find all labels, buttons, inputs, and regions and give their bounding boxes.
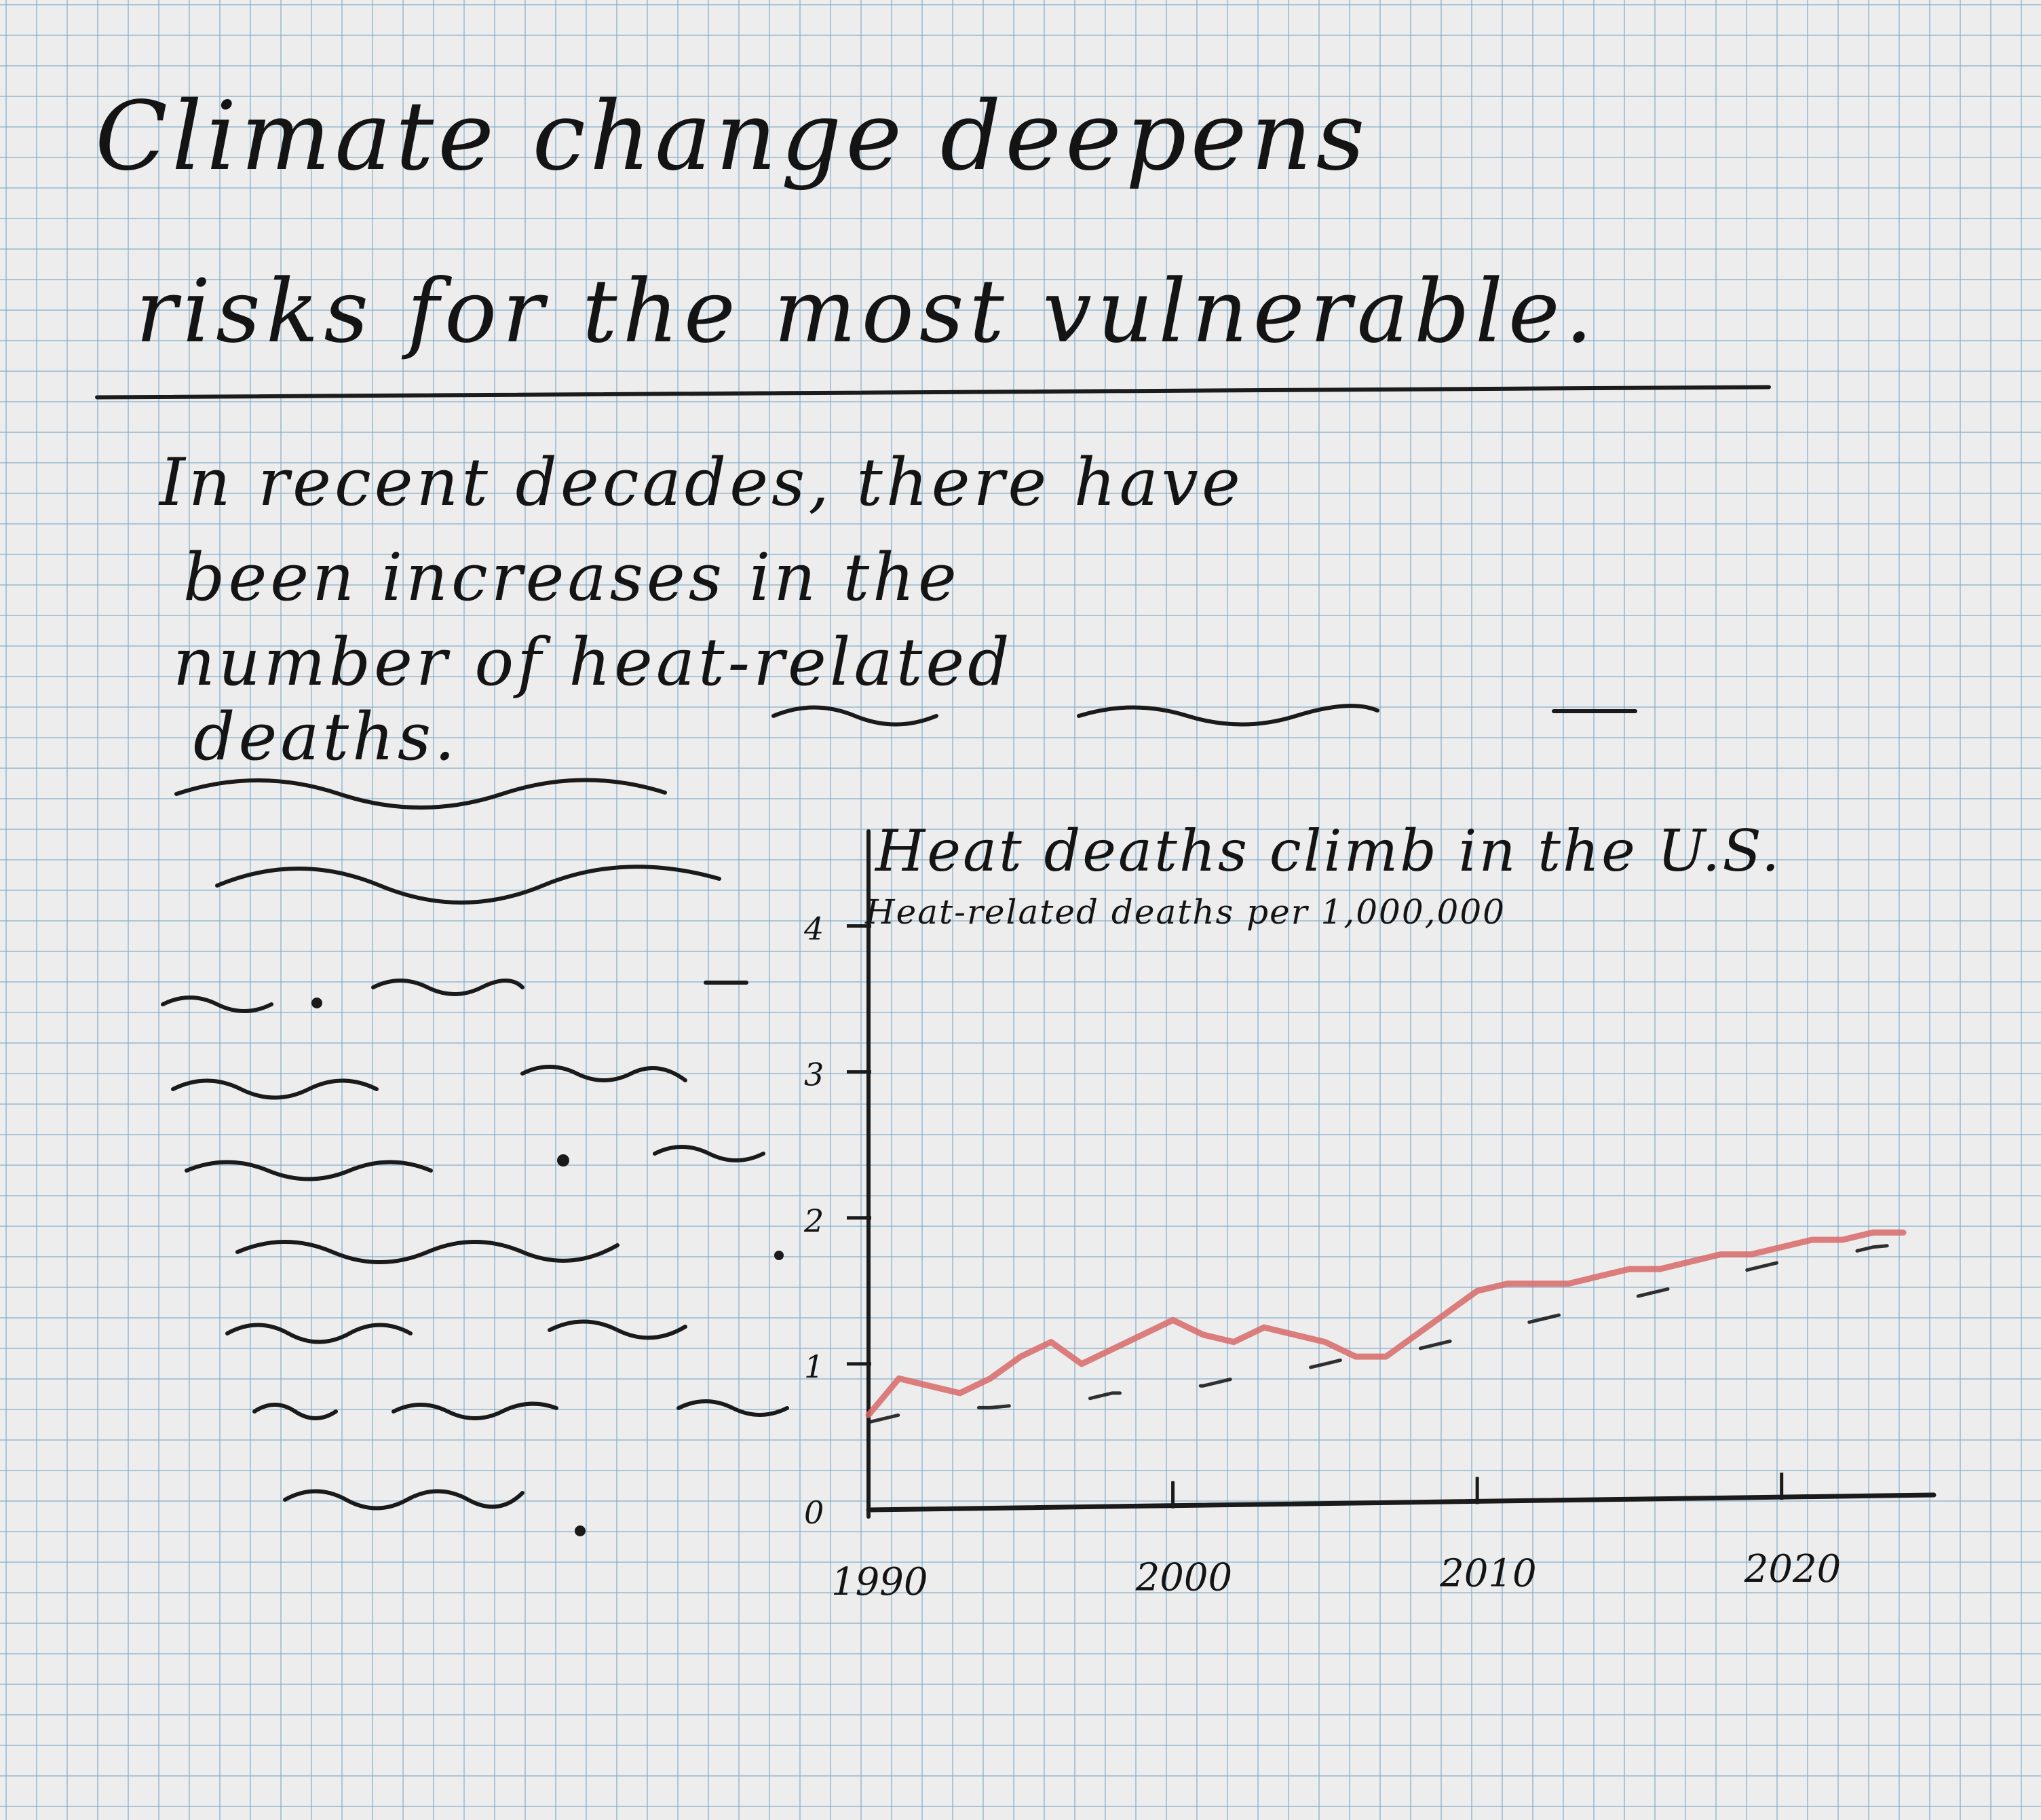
squiggle [161, 996, 273, 1013]
squiggle [676, 1399, 789, 1417]
intro-line-4: deaths. [193, 699, 459, 775]
series-line-dashed [866, 1243, 1905, 1424]
dot [774, 1251, 784, 1260]
chart-title: Heat deaths climb in the U.S. [875, 818, 1782, 884]
dot [575, 1525, 586, 1536]
intro-line-3: number of heat-related [173, 624, 1013, 700]
squiggle [520, 1065, 687, 1082]
y-tick-label: 4 [803, 911, 824, 947]
x-tick-label: 2010 [1439, 1551, 1537, 1595]
placeholder-dots [311, 998, 784, 1536]
squiggle [371, 979, 524, 996]
squiggle [171, 1078, 379, 1100]
squiggle [174, 778, 667, 810]
squiggle [548, 1319, 687, 1340]
plot-area: 0 1 2 3 4 1990 2000 2010 2020 [803, 829, 1937, 1604]
headline-line-2: risks for the most vulnerable. [136, 261, 1599, 362]
dot [311, 998, 322, 1008]
y-tick-label: 2 [803, 1202, 824, 1239]
dot [557, 1154, 569, 1167]
squiggle [215, 865, 721, 905]
squiggle [235, 1240, 619, 1264]
y-tick-label: 1 [804, 1348, 824, 1385]
placeholder-squiggles [161, 704, 1637, 1511]
headline-line-1: Climate change deepens [95, 81, 1369, 192]
squiggle [185, 1160, 433, 1181]
intro-line-1: In recent decades, there have [159, 444, 1244, 520]
x-tick-label: 2000 [1135, 1556, 1233, 1600]
x-tick-label: 1990 [831, 1560, 928, 1604]
squiggle [252, 1403, 338, 1420]
squiggle [225, 1323, 413, 1344]
y-tick-label: 0 [804, 1494, 824, 1531]
x-tick-label: 2020 [1744, 1547, 1842, 1591]
series-line-heat-deaths [865, 1229, 1907, 1418]
x-axis [866, 1492, 1937, 1513]
intro-line-2: been increases in the [183, 539, 960, 615]
squiggle [392, 1401, 558, 1420]
squiggle [771, 705, 938, 727]
squiggle [1077, 704, 1379, 727]
squiggle [653, 1145, 765, 1162]
chart-subtitle: Heat-related deaths per 1,000,000 [865, 892, 1506, 932]
squiggle [283, 1489, 524, 1511]
y-tick-label: 3 [804, 1057, 824, 1093]
